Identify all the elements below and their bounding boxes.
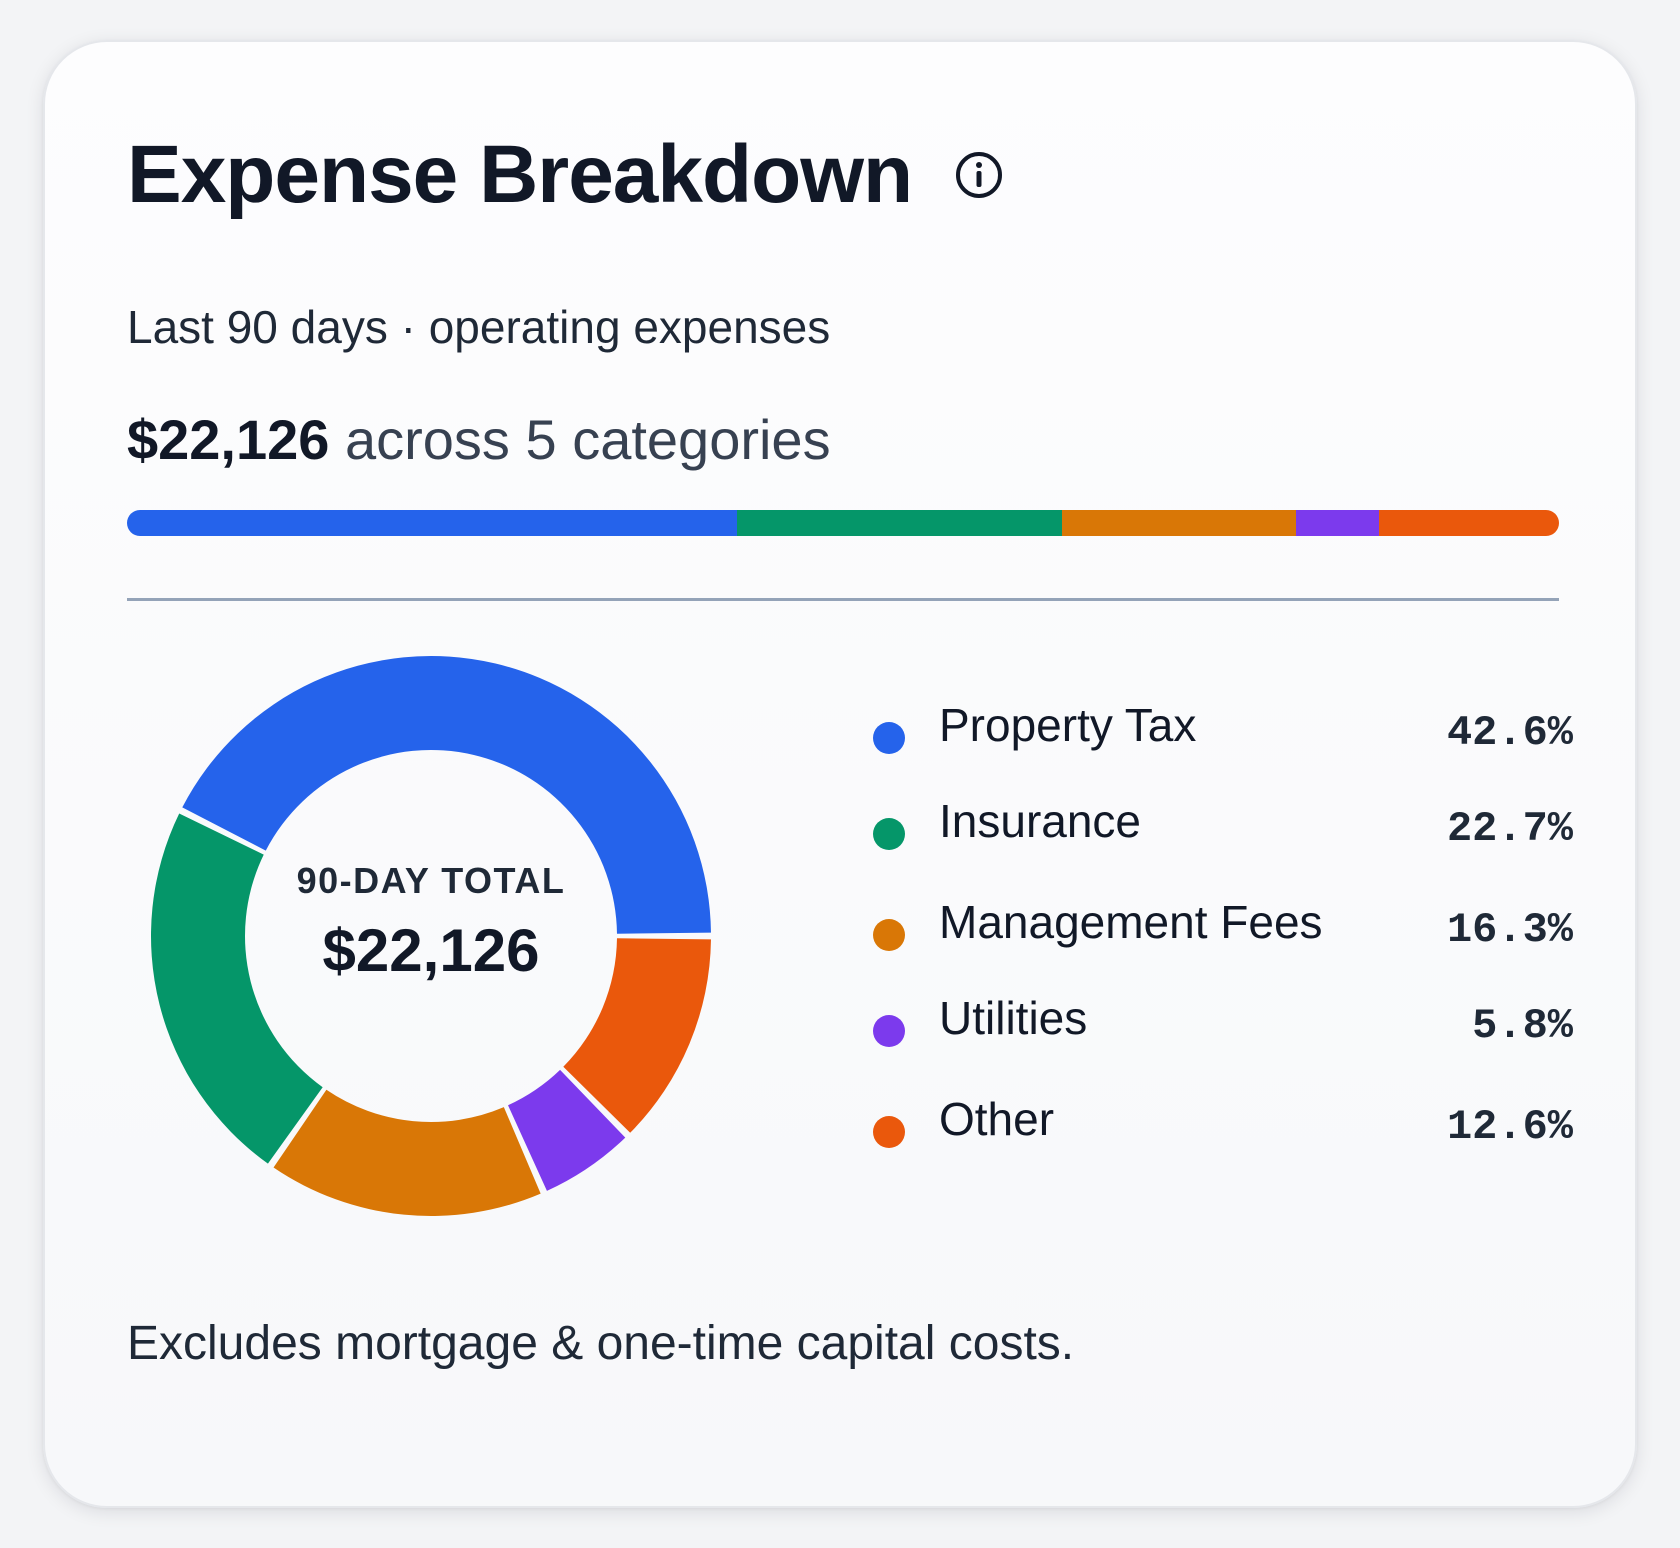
card-title: Expense Breakdown [127, 129, 913, 220]
donut-slice-management-fees[interactable] [273, 1089, 541, 1216]
donut-slice-other[interactable] [563, 938, 711, 1133]
legend-value: 5.8% [1472, 1002, 1573, 1050]
stack-segment-management-fees [1062, 510, 1296, 536]
legend-value: 12.6% [1446, 1103, 1573, 1151]
divider [127, 598, 1559, 601]
total-summary: $22,126 across 5 categories [127, 412, 831, 468]
legend-value: 42.6% [1446, 709, 1573, 757]
expense-breakdown-card: Expense Breakdown Last 90 days · operati… [43, 40, 1637, 1508]
legend-value: 16.3% [1446, 906, 1573, 954]
total-suffix: across 5 categories [329, 408, 831, 471]
legend-label: Other [939, 1093, 1055, 1145]
card-subtitle: Last 90 days · operating expenses [127, 301, 831, 353]
donut-slice-utilities[interactable] [508, 1069, 626, 1191]
total-amount: $22,126 [127, 408, 330, 471]
legend-label: Utilities [939, 992, 1088, 1044]
legend-item-insurance[interactable]: Insurance 22.7% [873, 798, 1573, 858]
stack-segment-utilities [1295, 510, 1379, 536]
legend-dot [873, 1015, 905, 1047]
legend-dot [873, 1116, 905, 1148]
legend-item-utilities[interactable]: Utilities 5.8% [873, 995, 1573, 1055]
donut-svg [150, 655, 711, 1216]
legend-item-property-tax[interactable]: Property Tax 42.6% [873, 702, 1573, 762]
footnote: Excludes mortgage & one-time capital cos… [127, 1317, 1075, 1370]
stack-segment-property-tax [127, 510, 738, 536]
donut-chart: 90-DAY TOTAL $22,126 [145, 650, 717, 1222]
legend-label: Insurance [939, 795, 1142, 847]
legend-value: 22.7% [1446, 805, 1573, 853]
stack-segment-insurance [737, 510, 1063, 536]
donut-slice-property-tax[interactable] [182, 655, 711, 934]
stacked-share-bar [127, 510, 1559, 536]
legend-dot [873, 919, 905, 951]
title-row: Expense Breakdown [127, 134, 1004, 216]
legend-label: Management Fees [939, 896, 1323, 948]
stack-segment-other [1378, 510, 1559, 536]
legend-item-management-fees[interactable]: Management Fees 16.3% [873, 899, 1573, 959]
legend-label: Property Tax [939, 699, 1197, 751]
legend-dot [873, 818, 905, 850]
info-icon[interactable] [954, 150, 1004, 200]
legend-item-other[interactable]: Other 12.6% [873, 1096, 1573, 1156]
legend-dot [873, 722, 905, 754]
donut-slice-insurance[interactable] [150, 813, 323, 1164]
